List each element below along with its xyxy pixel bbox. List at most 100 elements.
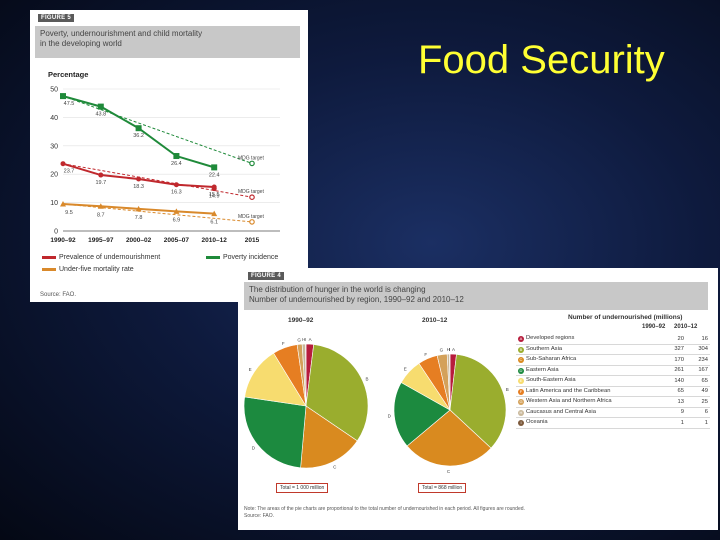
data-label: 26.4 (171, 161, 182, 167)
region-cell: B Southern Asia (516, 344, 662, 355)
undernourished-table: A Developed regions 20 16 B Southern Asia 327 3… (516, 334, 710, 429)
data-label: 8.7 (97, 212, 105, 218)
data-label: 43.8 (95, 112, 106, 118)
figure4-tag: FIGURE 4 (248, 272, 285, 280)
x-tick-label: 1990–92 (50, 237, 76, 244)
data-point (211, 210, 218, 217)
pie-slice-label: C (447, 469, 451, 474)
data-point (60, 93, 66, 100)
data-label: 18.3 (133, 184, 144, 190)
pie-slice-label: G (297, 337, 301, 342)
x-tick-label: 2010–12 (202, 237, 228, 244)
legend-undernourishment: Prevalence of undernourishment (42, 254, 160, 261)
table-row: F Latin America and the Caribbean 65 49 (516, 386, 710, 397)
pie-slice (406, 409, 492, 467)
region-label: Developed regions (526, 335, 575, 342)
target-label: MDG target (238, 189, 264, 195)
value-1990: 13 (662, 396, 686, 408)
region-key-badge: F (518, 388, 524, 395)
figure5-source: Source: FAO. (40, 292, 77, 298)
value-2010: 1 (686, 417, 710, 429)
pie-slice-label: B (506, 387, 509, 392)
figure5-header: Poverty, undernourishment and child mort… (35, 26, 300, 58)
table-row: A Developed regions 20 16 (516, 334, 710, 345)
pie-slice (449, 354, 507, 449)
legend-poverty: Poverty incidence (206, 254, 278, 261)
figure4-title-line1: The distribution of hunger in the world … (249, 285, 426, 294)
region-key-badge: E (518, 378, 524, 385)
pie-slice-label: H (302, 337, 305, 342)
table-col1: 1990–92 (642, 324, 666, 330)
y-tick-label: 30 (50, 143, 58, 150)
value-2010: 16 (686, 334, 710, 345)
value-1990: 327 (662, 344, 686, 355)
y-tick-label: 50 (50, 87, 58, 94)
region-key-badge: C (518, 357, 524, 364)
region-cell: D Eastern Asia (516, 365, 662, 376)
pie-slice-label: H (447, 347, 450, 352)
region-key-badge: H (518, 409, 524, 416)
pie-slice-label: A (452, 347, 455, 352)
data-point (211, 186, 217, 192)
table-row: C Sub-Saharan Africa 170 234 (516, 354, 710, 366)
data-point (211, 164, 218, 171)
data-label: 9.5 (65, 210, 73, 216)
region-label: Western Asia and Northern Africa (526, 398, 612, 405)
legend-mortality: Under-five mortality rate (42, 266, 134, 273)
data-label: 6.9 (173, 217, 181, 223)
value-1990: 261 (662, 365, 686, 376)
pie-slice-label: D (388, 414, 392, 419)
line-chart: Percentage 0 10 20 30 40 50 1990–92 1995–97 2000–… (48, 70, 280, 244)
pie-slice (243, 396, 307, 469)
data-point (173, 153, 180, 160)
region-label: Eastern Asia (526, 366, 559, 373)
legend-label: Poverty incidence (223, 254, 279, 261)
data-label: 22.4 (209, 172, 220, 178)
region-key-badge: A (518, 336, 524, 343)
x-tick-label: 2000–02 (126, 237, 152, 244)
pie1-total: Total = 1 000 million (276, 483, 329, 493)
region-key-badge: B (518, 346, 524, 353)
pie-slice-label: A (309, 337, 312, 342)
y-tick-label: 0 (54, 229, 58, 236)
value-2010: 49 (686, 386, 710, 397)
value-2010: 167 (686, 365, 710, 376)
data-label: 7.8 (135, 215, 143, 221)
value-1990: 20 (662, 334, 686, 345)
y-tick-label: 10 (50, 200, 58, 207)
data-label: 47.5 (64, 101, 75, 107)
value-1990: 9 (662, 407, 686, 418)
pie-slice-label: E (249, 367, 252, 372)
region-key-badge: D (518, 367, 524, 374)
x-tick-label: 2015 (245, 237, 260, 244)
region-label: Latin America and the Caribbean (526, 387, 611, 394)
value-1990: 140 (662, 375, 686, 387)
series-target-trend (62, 163, 253, 198)
table-row: D Eastern Asia 261 167 (516, 365, 710, 376)
pie-slice-label: I (305, 337, 306, 342)
table-row: E South-Eastern Asia 140 65 (516, 375, 710, 387)
table-header: Number of undernourished (millions) (568, 314, 683, 321)
y-tick-label: 40 (50, 115, 58, 122)
pie-slice (300, 405, 358, 469)
pie-slice (244, 352, 307, 407)
legend-swatch-orange (42, 268, 56, 271)
region-cell: F Latin America and the Caribbean (516, 386, 662, 397)
region-cell: G Western Asia and Northern Africa (516, 396, 662, 408)
figure5-title-line2: in the developing world (40, 39, 122, 48)
series-line (62, 95, 215, 169)
legend-label: Under-five mortality rate (59, 266, 134, 273)
table-row: H Caucasus and Central Asia 9 6 (516, 407, 710, 418)
pie-slice-label: F (282, 341, 285, 346)
region-label: Sub-Saharan Africa (526, 356, 577, 363)
value-1990: 65 (662, 386, 686, 397)
table-col2: 2010–12 (674, 324, 698, 330)
data-label: 14.9 (209, 194, 220, 200)
pie-slice-label: G (440, 348, 444, 353)
region-label: Southern Asia (526, 345, 563, 352)
figure5-tag: FIGURE 5 (38, 14, 75, 22)
slide-title: Food Security (418, 38, 665, 82)
value-2010: 65 (686, 375, 710, 387)
figure5-panel: FIGURE 5 Poverty, undernourishment and c… (30, 10, 308, 302)
value-2010: 6 (686, 407, 710, 418)
